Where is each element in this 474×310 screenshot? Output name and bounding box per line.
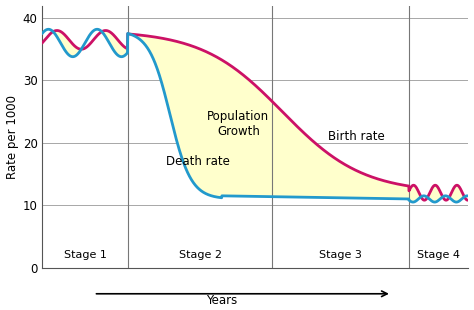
- Y-axis label: Rate per 1000: Rate per 1000: [6, 95, 18, 179]
- Text: Death rate: Death rate: [166, 155, 230, 168]
- Text: Population
Growth: Population Growth: [207, 110, 270, 138]
- Text: Stage 4: Stage 4: [417, 250, 460, 260]
- Text: Stage 3: Stage 3: [319, 250, 362, 260]
- Text: Birth rate: Birth rate: [328, 130, 384, 143]
- Text: Years: Years: [206, 294, 237, 307]
- Text: Stage 2: Stage 2: [179, 250, 221, 260]
- Text: Stage 1: Stage 1: [64, 250, 107, 260]
